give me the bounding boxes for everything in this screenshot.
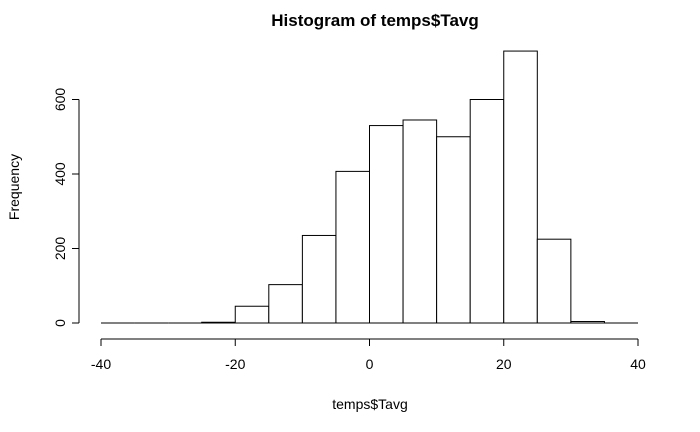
histogram-bar bbox=[268, 284, 303, 324]
y-tick-label: 400 bbox=[52, 162, 68, 186]
x-axis-label: temps$Tavg bbox=[332, 396, 407, 412]
x-axis: -40 -20 0 20 40 bbox=[91, 338, 646, 372]
y-axis: 0 200 400 600 bbox=[52, 88, 80, 327]
x-tick-label: -20 bbox=[225, 356, 245, 372]
x-tick-label: -40 bbox=[91, 356, 111, 372]
y-tick-label: 600 bbox=[52, 88, 68, 112]
histogram-bar bbox=[335, 170, 371, 324]
histogram-bar bbox=[369, 125, 404, 324]
histogram-bar bbox=[234, 305, 270, 324]
histogram-bar bbox=[536, 238, 572, 324]
histogram-bars bbox=[101, 50, 638, 324]
histogram-bar bbox=[503, 50, 538, 324]
y-tick-label: 0 bbox=[52, 319, 68, 327]
histogram-bar bbox=[201, 321, 236, 324]
histogram-bar bbox=[436, 136, 471, 324]
histogram-bar bbox=[469, 99, 505, 324]
x-tick-label: 0 bbox=[366, 356, 374, 372]
x-tick-label: 20 bbox=[496, 356, 512, 372]
histogram-bar bbox=[301, 234, 337, 324]
histogram-bar bbox=[402, 119, 438, 324]
x-tick-label: 40 bbox=[630, 356, 646, 372]
chart-title: Histogram of temps$Tavg bbox=[271, 11, 479, 30]
y-axis-label: Frequency bbox=[6, 154, 22, 220]
histogram-bar bbox=[570, 321, 605, 324]
y-tick-label: 200 bbox=[52, 237, 68, 261]
